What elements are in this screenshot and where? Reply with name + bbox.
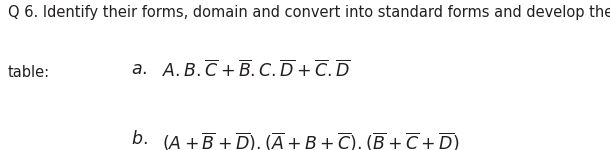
Text: $\mathit{a.}$: $\mathit{a.}$: [131, 60, 148, 78]
Text: $\mathit{b.}$: $\mathit{b.}$: [131, 130, 148, 148]
Text: $\mathit{A.B.}\overline{\mathit{C}}+\overline{\mathit{B}}\mathit{.C.}\overline{\: $\mathit{A.B.}\overline{\mathit{C}}+\ove…: [162, 60, 351, 81]
Text: Q 6. Identify their forms, domain and convert into standard forms and develop th: Q 6. Identify their forms, domain and co…: [8, 4, 610, 20]
Text: $(\mathit{A}+\overline{\mathit{B}}+\overline{\mathit{D}}).(\overline{\mathit{A}}: $(\mathit{A}+\overline{\mathit{B}}+\over…: [162, 130, 459, 150]
Text: table:: table:: [8, 64, 50, 80]
